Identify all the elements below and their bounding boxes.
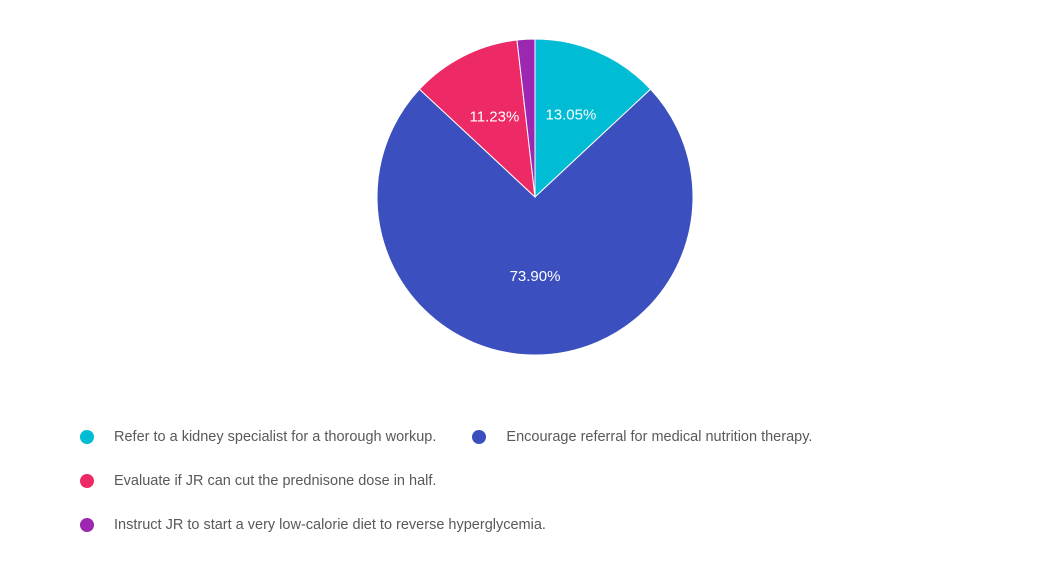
legend-row: Evaluate if JR can cut the prednisone do…: [80, 459, 980, 503]
legend-swatch: [80, 474, 94, 488]
legend-item-prednisone[interactable]: Evaluate if JR can cut the prednisone do…: [80, 473, 436, 489]
legend-item-nutrition-therapy[interactable]: Encourage referral for medical nutrition…: [472, 429, 812, 445]
legend-item-kidney-specialist[interactable]: Refer to a kidney specialist for a thoro…: [80, 429, 436, 445]
legend-item-low-calorie-diet[interactable]: Instruct JR to start a very low-calorie …: [80, 517, 546, 533]
legend-swatch: [472, 430, 487, 444]
legend-swatch: [80, 430, 94, 444]
legend-row: Refer to a kidney specialist for a thoro…: [80, 415, 980, 459]
legend-label: Evaluate if JR can cut the prednisone do…: [114, 473, 437, 489]
pie-chart: 13.05% 73.90% 11.23%: [376, 38, 694, 356]
pie-slice-1[interactable]: [376, 88, 694, 356]
pie-slice-2[interactable]: [418, 39, 536, 199]
slice-value-label-1: 73.90%: [510, 268, 561, 285]
legend-swatch: [80, 518, 94, 532]
legend-label: Encourage referral for medical nutrition…: [506, 429, 813, 445]
legend: Refer to a kidney specialist for a thoro…: [80, 415, 980, 547]
legend-row: Instruct JR to start a very low-calorie …: [80, 503, 980, 547]
pie-slice-3[interactable]: [516, 38, 536, 198]
legend-label: Refer to a kidney specialist for a thoro…: [114, 429, 437, 445]
slice-value-label-2: 11.23%: [470, 109, 520, 126]
legend-label: Instruct JR to start a very low-calorie …: [114, 517, 546, 533]
slice-value-label-0: 13.05%: [545, 106, 596, 123]
pie-slice-0[interactable]: [534, 38, 652, 199]
